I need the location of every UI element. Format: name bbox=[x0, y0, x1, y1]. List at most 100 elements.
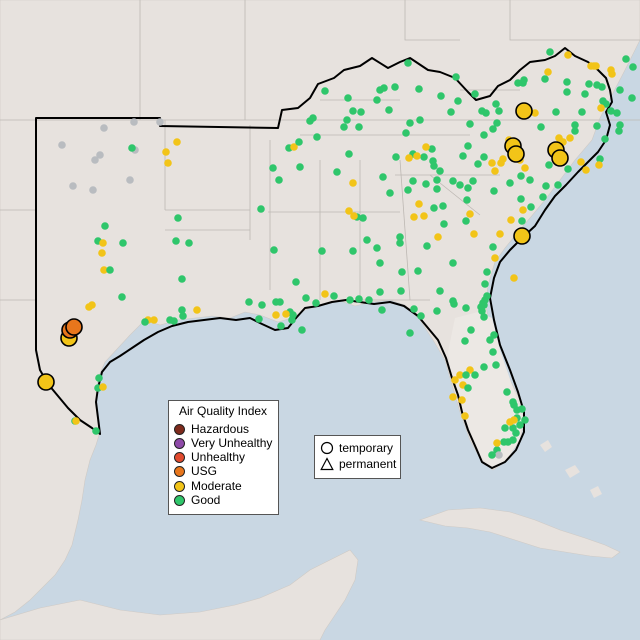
moderate-marker[interactable] bbox=[544, 68, 552, 76]
good-marker[interactable] bbox=[571, 127, 579, 135]
good-marker[interactable] bbox=[462, 304, 470, 312]
good-marker[interactable] bbox=[471, 90, 479, 98]
good-marker[interactable] bbox=[174, 214, 182, 222]
good-marker[interactable] bbox=[245, 298, 253, 306]
moderate-marker[interactable] bbox=[493, 439, 501, 447]
good-marker[interactable] bbox=[378, 306, 386, 314]
good-marker[interactable] bbox=[456, 181, 464, 189]
moderate-marker[interactable] bbox=[193, 306, 201, 314]
good-marker[interactable] bbox=[616, 86, 624, 94]
good-marker[interactable] bbox=[596, 155, 604, 163]
moderate-marker[interactable] bbox=[415, 200, 423, 208]
good-marker[interactable] bbox=[385, 106, 393, 114]
good-marker[interactable] bbox=[571, 121, 579, 129]
good-marker[interactable] bbox=[578, 108, 586, 116]
good-marker[interactable] bbox=[554, 181, 562, 189]
good-marker[interactable] bbox=[346, 296, 354, 304]
good-marker[interactable] bbox=[490, 187, 498, 195]
good-marker[interactable] bbox=[581, 90, 589, 98]
good-marker[interactable] bbox=[428, 145, 436, 153]
good-marker[interactable] bbox=[490, 331, 498, 339]
moderate-marker[interactable] bbox=[321, 290, 329, 298]
good-marker[interactable] bbox=[333, 168, 341, 176]
good-marker[interactable] bbox=[185, 239, 193, 247]
good-marker[interactable] bbox=[467, 326, 475, 334]
moderate-marker[interactable] bbox=[531, 109, 539, 117]
good-marker[interactable] bbox=[357, 108, 365, 116]
good-marker[interactable] bbox=[344, 94, 352, 102]
good-marker[interactable] bbox=[302, 294, 310, 302]
good-marker[interactable] bbox=[404, 59, 412, 67]
good-marker[interactable] bbox=[601, 135, 609, 143]
good-marker[interactable] bbox=[607, 107, 615, 115]
good-marker[interactable] bbox=[363, 236, 371, 244]
good-marker[interactable] bbox=[585, 80, 593, 88]
good-marker[interactable] bbox=[436, 287, 444, 295]
no-data-marker[interactable] bbox=[58, 141, 66, 149]
good-marker[interactable] bbox=[537, 123, 545, 131]
good-marker[interactable] bbox=[482, 109, 490, 117]
good-marker[interactable] bbox=[270, 246, 278, 254]
good-marker[interactable] bbox=[430, 162, 438, 170]
moderate-marker[interactable] bbox=[349, 179, 357, 187]
good-marker[interactable] bbox=[541, 75, 549, 83]
good-marker[interactable] bbox=[420, 153, 428, 161]
moderate-marker[interactable] bbox=[507, 216, 515, 224]
moderate-marker[interactable] bbox=[350, 212, 358, 220]
moderate-marker[interactable] bbox=[491, 167, 499, 175]
good-marker[interactable] bbox=[379, 173, 387, 181]
moderate-marker[interactable] bbox=[595, 161, 603, 169]
no-data-marker[interactable] bbox=[495, 451, 503, 459]
good-marker[interactable] bbox=[178, 275, 186, 283]
no-data-marker[interactable] bbox=[69, 182, 77, 190]
moderate-marker[interactable] bbox=[582, 166, 590, 174]
good-marker[interactable] bbox=[288, 316, 296, 324]
good-marker[interactable] bbox=[521, 416, 529, 424]
good-marker[interactable] bbox=[415, 85, 423, 93]
good-marker[interactable] bbox=[128, 144, 136, 152]
good-marker[interactable] bbox=[355, 123, 363, 131]
good-marker[interactable] bbox=[422, 180, 430, 188]
good-marker[interactable] bbox=[404, 186, 412, 194]
good-marker[interactable] bbox=[170, 317, 178, 325]
good-marker[interactable] bbox=[258, 301, 266, 309]
moderate-marker[interactable] bbox=[519, 206, 527, 214]
good-marker[interactable] bbox=[257, 205, 265, 213]
good-marker[interactable] bbox=[373, 96, 381, 104]
good-marker[interactable] bbox=[340, 123, 348, 131]
good-marker[interactable] bbox=[500, 438, 508, 446]
good-marker[interactable] bbox=[172, 237, 180, 245]
good-marker[interactable] bbox=[380, 84, 388, 92]
good-marker[interactable] bbox=[397, 287, 405, 295]
good-marker[interactable] bbox=[462, 217, 470, 225]
good-marker[interactable] bbox=[437, 92, 445, 100]
good-marker[interactable] bbox=[539, 193, 547, 201]
moderate-marker[interactable] bbox=[592, 62, 600, 70]
usg-temporary-marker[interactable] bbox=[65, 318, 83, 336]
moderate-marker[interactable] bbox=[597, 104, 605, 112]
good-marker[interactable] bbox=[492, 100, 500, 108]
good-marker[interactable] bbox=[564, 165, 572, 173]
good-marker[interactable] bbox=[396, 233, 404, 241]
good-marker[interactable] bbox=[106, 266, 114, 274]
good-marker[interactable] bbox=[275, 176, 283, 184]
good-marker[interactable] bbox=[416, 116, 424, 124]
moderate-marker[interactable] bbox=[577, 158, 585, 166]
moderate-marker[interactable] bbox=[564, 51, 572, 59]
moderate-temporary-marker[interactable] bbox=[551, 149, 569, 167]
moderate-marker[interactable] bbox=[72, 417, 80, 425]
good-marker[interactable] bbox=[464, 384, 472, 392]
good-marker[interactable] bbox=[433, 307, 441, 315]
good-marker[interactable] bbox=[309, 114, 317, 122]
moderate-marker[interactable] bbox=[272, 311, 280, 319]
no-data-marker[interactable] bbox=[96, 151, 104, 159]
good-marker[interactable] bbox=[629, 63, 637, 71]
good-marker[interactable] bbox=[461, 337, 469, 345]
good-marker[interactable] bbox=[464, 184, 472, 192]
moderate-marker[interactable] bbox=[521, 164, 529, 172]
good-marker[interactable] bbox=[318, 247, 326, 255]
good-marker[interactable] bbox=[477, 303, 485, 311]
good-marker[interactable] bbox=[439, 202, 447, 210]
moderate-marker[interactable] bbox=[85, 303, 93, 311]
moderate-marker[interactable] bbox=[405, 154, 413, 162]
